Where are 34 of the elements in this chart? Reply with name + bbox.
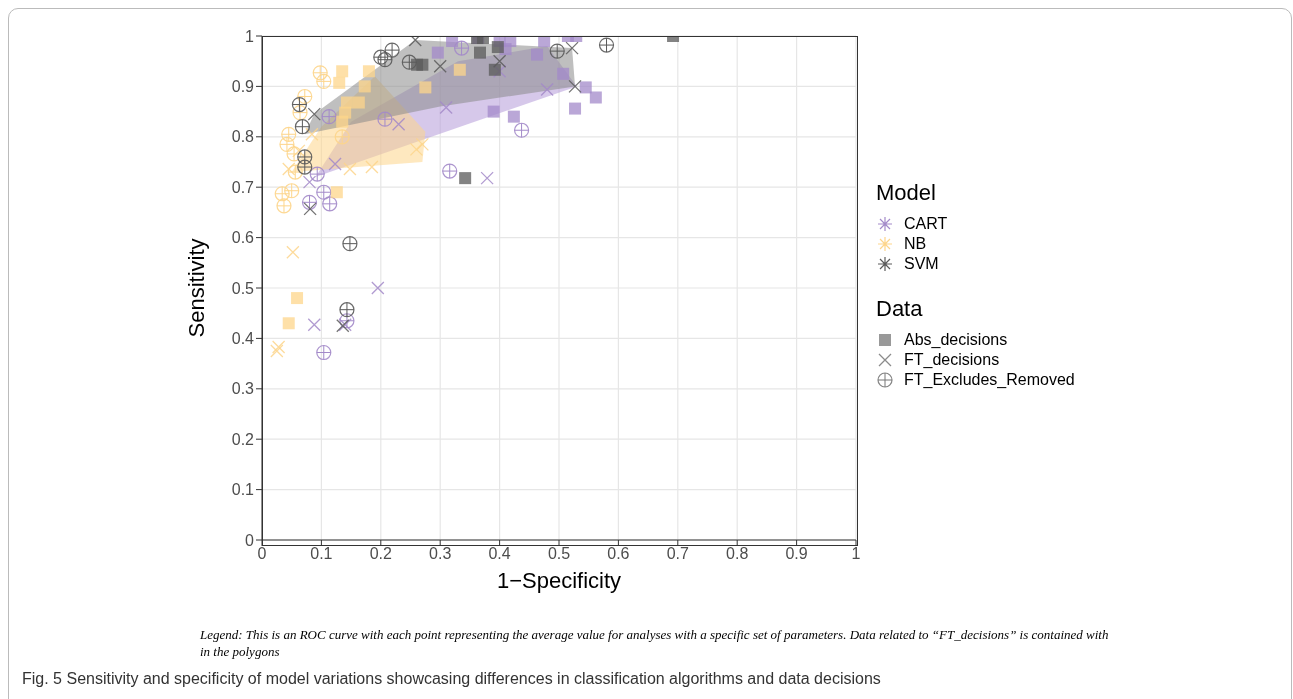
- y-tick-label: 0.6: [231, 229, 255, 247]
- text: FT_Excludes_Removed: [904, 371, 1075, 389]
- y-tick-label: 0.9: [231, 78, 255, 96]
- legend-label: CART: [904, 215, 948, 233]
- y-tick-label: 0.5: [231, 279, 255, 297]
- x-tick-label: 0.1: [310, 545, 333, 563]
- text: Data: [876, 296, 924, 322]
- y-tick-label: 0.1: [231, 481, 255, 499]
- x-tick-label: 0.4: [488, 545, 511, 563]
- x-tick-label: 0.8: [726, 545, 749, 563]
- y-tick-label: 0.8: [231, 128, 255, 146]
- x-tick-label: 1: [851, 545, 861, 563]
- x-tick-label: 0.2: [369, 545, 393, 563]
- legend-label: SVM: [904, 255, 939, 273]
- x-axis-title: 1−Specificity: [496, 568, 622, 593]
- y-axis-title: Sensitivity: [183, 238, 209, 338]
- x-tick-label: 0.7: [666, 545, 690, 563]
- legend-title: Model: [876, 180, 937, 206]
- x-tick-label: 0.3: [429, 545, 452, 563]
- text: FT_decisions: [904, 351, 1000, 369]
- y-tick-label: 0: [245, 531, 255, 549]
- y-tick-label: 0.4: [231, 330, 255, 348]
- text: Abs_decisions: [904, 331, 1008, 349]
- x-tick-label: 0.5: [547, 545, 571, 563]
- caption: Fig. 5 Sensitivity and specificity of model variations showcasing differences in classification algorithms and data decisions: [22, 670, 881, 688]
- y-tick-label: 0.2: [231, 430, 255, 448]
- y-tick-label: 1: [245, 27, 255, 45]
- x-tick-label: 0.9: [785, 545, 808, 563]
- x-tick-label: 0.6: [607, 545, 630, 563]
- x-tick-label: 0: [257, 545, 267, 563]
- legend-label: NB: [904, 235, 927, 253]
- y-tick-label: 0.3: [231, 380, 255, 398]
- text: Legend: This is an ROC curve with each point representing the average value for analyses with a specific set of parameters. Data related to “FT_decisions” is contained with in the polygons: [200, 626, 1110, 660]
- y-tick-label: 0.7: [231, 178, 255, 196]
